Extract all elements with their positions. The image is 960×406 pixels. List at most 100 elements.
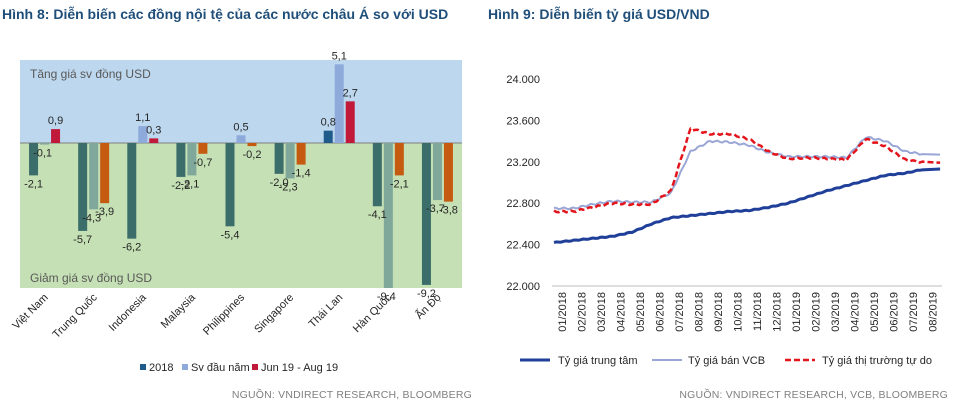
bar-ytd (89, 143, 99, 210)
legend-label: Tỷ giá bán VCB (688, 355, 765, 367)
bar-jun-aug (345, 101, 355, 143)
legend-swatch (182, 364, 188, 370)
bar-data-label: 2,7 (343, 87, 358, 99)
bar-2018 (176, 143, 186, 177)
bar-ytd (187, 143, 197, 176)
bar-ytd (285, 143, 295, 179)
bar-data-label: 0,9 (48, 115, 63, 127)
zone-down-label: Giảm giá sv đồng USD (30, 271, 152, 285)
source-right: NGUỒN: VNDIRECT RESEARCH, VCB, BLOOMBERG (679, 389, 948, 401)
bar-data-label: -3,7 (426, 203, 445, 215)
legend-swatch (252, 364, 258, 370)
bar-data-label: -2,1 (180, 178, 199, 190)
bar-data-label: -5,7 (73, 234, 92, 246)
bar-data-label: -2,2 (171, 180, 190, 192)
bar-legend: 2018 Sv đầu năm Jun 19 - Aug 19 (140, 362, 338, 374)
bar-data-label: -2,1 (390, 178, 409, 190)
bar-ytd (432, 143, 442, 201)
bar-data-label: 1,1 (135, 112, 150, 124)
x-tick-label: 07/2018 (674, 292, 686, 332)
line-series-0 (553, 167, 941, 244)
legend-label: Tỷ giá trung tâm (558, 355, 637, 367)
bar-2018 (78, 143, 88, 231)
y-tick-label: 22.800 (506, 198, 540, 210)
bar-data-label: -0,1 (33, 148, 52, 160)
x-tick-label: 01/2018 (557, 292, 569, 332)
bar-data-label: 0,5 (233, 121, 248, 133)
legend-label: Sv đầu năm (191, 362, 250, 374)
legend-label: 2018 (149, 362, 173, 374)
bar-2018 (372, 143, 382, 207)
x-tick-label: 05/2018 (635, 292, 647, 332)
bar-ytd (236, 135, 246, 143)
bar-2018 (225, 143, 235, 227)
bar-jun-aug (296, 143, 306, 165)
x-tick-label: 09/2018 (713, 292, 725, 332)
bar-jun-aug (394, 143, 404, 176)
legend-label: Jun 19 - Aug 19 (261, 362, 338, 374)
bar-data-label: -2,0 (270, 177, 289, 189)
usd-vnd-line-chart: 24.000 23.600 23.200 22.800 22.400 22.000 01/… (506, 74, 942, 367)
bar-jun-aug (443, 143, 453, 202)
x-tick-label: 11/2018 (752, 292, 764, 331)
x-tick-label: 04/2018 (615, 292, 627, 332)
bar-2018 (421, 143, 431, 285)
y-tick-label: 23.200 (506, 157, 540, 169)
bar-data-label: -3,8 (439, 205, 458, 217)
bar-2018 (127, 143, 137, 239)
bar-jun-aug (198, 143, 208, 154)
legend-swatch (140, 364, 146, 370)
x-tick-label: Malaysia (159, 291, 199, 331)
zone-up-background (20, 60, 462, 143)
x-tick-label: Thái Lan (307, 292, 346, 331)
y-tick-label: 22.000 (506, 281, 540, 293)
bar-data-label: -0,7 (193, 157, 212, 169)
x-tick-label: 04/2019 (849, 292, 861, 332)
bar-ytd (334, 64, 344, 143)
chart-title-right: Hình 9: Diễn biến tỷ giá USD/VND (488, 6, 710, 22)
y-tick-label: 24.000 (506, 74, 540, 86)
bar-data-label: -9,4 (377, 291, 396, 303)
x-tick-label: 01/2019 (791, 292, 803, 332)
x-tick-label: Hàn Quốc (351, 291, 395, 335)
bar-data-label: -2,3 (279, 181, 298, 193)
bar-data-label: -2,1 (24, 178, 43, 190)
x-tick-label: 12/2018 (771, 292, 783, 332)
x-tick-label: 03/2019 (830, 292, 842, 332)
x-tick-label: 06/2018 (654, 292, 666, 332)
bar-data-label: -4,1 (368, 209, 387, 221)
bar-2018 (323, 130, 333, 143)
x-tick-label: Philippines (201, 291, 247, 337)
line-series-2 (553, 127, 941, 214)
bar-data-label: -9,2 (417, 288, 436, 300)
bar-jun-aug (100, 143, 110, 204)
x-tick-label: Trung Quốc (51, 291, 101, 341)
x-tick-label: 08/2019 (927, 292, 939, 332)
bar-ytd (40, 143, 50, 145)
bar-jun-aug (51, 129, 61, 143)
bar-data-label: 0,8 (321, 117, 336, 129)
x-tick-label: 10/2018 (732, 292, 744, 332)
bar-data-label: -4,3 (82, 212, 101, 224)
x-tick-label: Indonesia (107, 291, 150, 334)
bar-data-label: -0,2 (243, 149, 262, 161)
bar-data-label: 0,3 (146, 124, 161, 136)
bar-jun-aug (247, 143, 257, 147)
bar-ytd (383, 143, 393, 288)
bar-data-label: -5,4 (221, 229, 240, 241)
x-tick-label: 06/2019 (888, 292, 900, 332)
x-tick-label: 07/2019 (908, 292, 920, 332)
x-tick-label: Singapore (252, 292, 296, 336)
x-tick-label: Việt Nam (10, 292, 50, 332)
legend-label: Tỷ giá thị trường tự do (822, 355, 932, 367)
y-tick-label: 23.600 (506, 115, 540, 127)
zone-up-label: Tăng giá sv đồng USD (30, 67, 151, 81)
source-left: NGUỒN: VNDIRECT RESEARCH, BLOOMBERG (231, 389, 472, 401)
bar-data-label: 5,1 (332, 50, 347, 62)
line-legend: Tỷ giá trung tâm Tỷ giá bán VCB Tỷ giá thị… (520, 355, 932, 367)
chart-title-left: Hình 8: Diễn biến các đồng nội tệ của cá… (2, 6, 449, 22)
bar-ytd (138, 126, 148, 143)
bar-2018 (29, 143, 39, 176)
bar-jun-aug (149, 138, 159, 143)
x-tick-label: 05/2019 (869, 292, 881, 332)
